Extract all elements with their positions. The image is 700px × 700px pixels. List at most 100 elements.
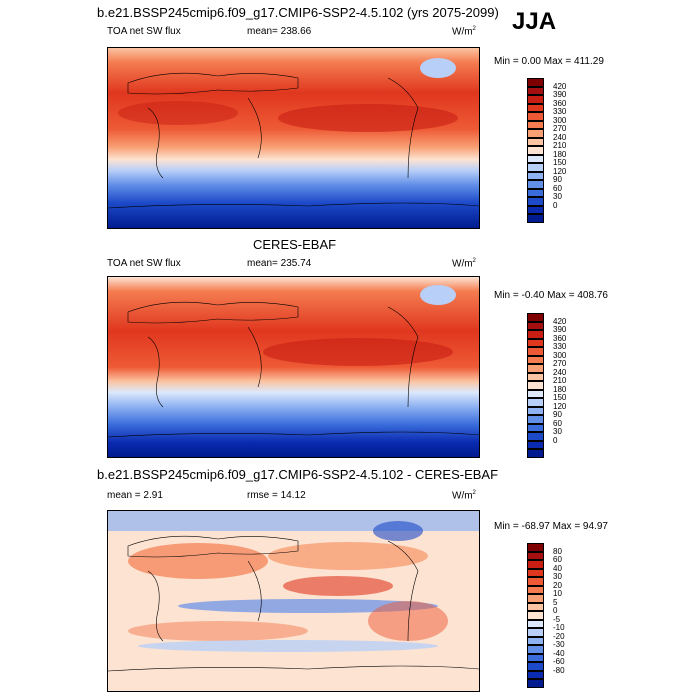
colorbar-tick-label: -5 — [553, 614, 561, 624]
colorbar-tick-label: 0 — [553, 200, 558, 210]
colorbar-tick-label: 390 — [553, 325, 567, 334]
colorbar-cell — [527, 95, 544, 104]
title-bottom: b.e21.BSSP245cmip6.f09_g17.CMIP6-SSP2-4.… — [97, 467, 499, 482]
colorbar-cell — [527, 543, 544, 552]
panel1-variable: TOA net SW flux — [107, 26, 181, 37]
colorbar-tick-label: 60 — [553, 555, 562, 564]
colorbar-tick-label: 270 — [553, 124, 567, 133]
colorbar-cell — [527, 154, 544, 163]
panel1-mean: mean= 238.66 — [247, 26, 312, 37]
title-mid: CERES-EBAF — [253, 237, 337, 252]
colorbar-tick-label: -30 — [553, 640, 565, 649]
colorbar-tick-label: 150 — [553, 393, 567, 402]
colorbar-cell — [527, 129, 544, 138]
colorbar-cell — [527, 163, 544, 172]
colorbar-cell — [527, 449, 544, 458]
colorbar-tick-label: 240 — [553, 367, 567, 377]
panel2-colorbar: 420 390 360 330 300 270 240 210 180 150 120 90 60 30 0 — [527, 313, 566, 458]
panel3-minmax: Min = -68.97 Max = 94.97 — [494, 521, 608, 532]
panel3-colorbar: 80 60 40 30 20 10 5 0 -5 -10 -20 -30 -40 -60 -80 — [527, 543, 565, 688]
colorbar-tick-label: 80 — [553, 546, 562, 556]
colorbar-cell — [527, 330, 544, 339]
colorbar-tick-label: 360 — [553, 98, 567, 108]
panel1-colorbar: 420 390 360 330 300 270 240 210 180 150 120 90 60 30 0 — [527, 78, 566, 223]
colorbar-cell — [527, 619, 544, 628]
colorbar-cell — [527, 321, 544, 330]
colorbar-tick-label: 60 — [553, 418, 562, 428]
colorbar-cell — [527, 602, 544, 611]
colorbar-cell — [527, 670, 544, 679]
colorbar-cell — [527, 636, 544, 645]
panel2-minmax: Min = -0.40 Max = 408.76 — [494, 290, 608, 301]
colorbar-tick-label: -60 — [553, 657, 565, 666]
colorbar-cell — [527, 653, 544, 662]
colorbar-tick-label: 240 — [553, 132, 567, 142]
colorbar-cell — [527, 188, 544, 197]
colorbar-cell — [527, 355, 544, 364]
panel1-minmax: Min = 0.00 Max = 411.29 — [494, 56, 604, 67]
colorbar-tick-label: 300 — [553, 115, 567, 125]
colorbar-cell — [527, 679, 544, 688]
colorbar-cell — [527, 313, 544, 322]
colorbar-tick-label: 120 — [553, 166, 567, 176]
colorbar-cell — [527, 398, 544, 407]
colorbar-cell — [527, 406, 544, 415]
colorbar-cell — [527, 103, 544, 112]
panel3-units: W/m2 — [452, 490, 476, 502]
colorbar-cell — [527, 381, 544, 390]
colorbar-cell — [527, 338, 544, 347]
panel1-map — [107, 47, 480, 229]
colorbar-cell — [527, 180, 544, 189]
colorbar-tick-label: 300 — [553, 350, 567, 360]
colorbar-tick-label: 330 — [553, 342, 567, 351]
panel2-mean: mean= 235.74 — [247, 258, 312, 269]
colorbar-tick-label: 210 — [553, 141, 567, 150]
colorbar-tick-label: 270 — [553, 359, 567, 368]
colorbar-cell — [527, 372, 544, 381]
colorbar-cell — [527, 86, 544, 95]
colorbar-tick-label: 120 — [553, 401, 567, 411]
colorbar-tick-label: 330 — [553, 107, 567, 116]
colorbar-cell — [527, 78, 544, 87]
colorbar-cell — [527, 423, 544, 432]
colorbar-tick-label: 0 — [553, 606, 558, 615]
colorbar-tick-label: -20 — [553, 631, 565, 641]
colorbar-cell — [527, 389, 544, 398]
colorbar-cell — [527, 120, 544, 129]
colorbar-cell — [527, 551, 544, 560]
colorbar-tick-label: 10 — [553, 589, 562, 598]
colorbar-tick-label: 90 — [553, 175, 562, 184]
title-top: b.e21.BSSP245cmip6.f09_g17.CMIP6-SSP2-4.… — [97, 5, 499, 20]
panel2-map — [107, 276, 480, 458]
panel3-map — [107, 510, 480, 692]
colorbar-tick-label: 420 — [553, 316, 567, 326]
colorbar-cell — [527, 577, 544, 586]
colorbar-cell — [527, 214, 544, 223]
panel2-variable: TOA net SW flux — [107, 258, 181, 269]
colorbar-cell — [527, 112, 544, 121]
colorbar-tick-label: 20 — [553, 580, 562, 590]
colorbar-tick-label: 420 — [553, 81, 567, 91]
colorbar-tick-label: 210 — [553, 376, 567, 385]
colorbar-tick-label: 30 — [553, 192, 562, 201]
colorbar-cell — [527, 560, 544, 569]
colorbar-tick-label: 60 — [553, 183, 562, 193]
colorbar-cell — [527, 645, 544, 654]
colorbar-tick-label: -10 — [553, 623, 565, 632]
panel1-units: W/m2 — [452, 26, 476, 38]
panel3-rmse: rmse = 14.12 — [247, 490, 306, 501]
colorbar-tick-label: 0 — [553, 435, 558, 445]
colorbar-tick-label: 360 — [553, 333, 567, 343]
panel2-units: W/m2 — [452, 258, 476, 270]
colorbar-cell — [527, 137, 544, 146]
colorbar-cell — [527, 364, 544, 373]
colorbar-cell — [527, 628, 544, 637]
season-label: JJA — [512, 8, 557, 35]
colorbar-tick-label: 180 — [553, 384, 567, 394]
colorbar-cell — [527, 568, 544, 577]
colorbar-cell — [527, 662, 544, 671]
colorbar-tick-label: 90 — [553, 410, 562, 419]
colorbar-cell — [527, 347, 544, 356]
colorbar-tick-label: 30 — [553, 572, 562, 581]
colorbar-tick-label: 30 — [553, 427, 562, 436]
